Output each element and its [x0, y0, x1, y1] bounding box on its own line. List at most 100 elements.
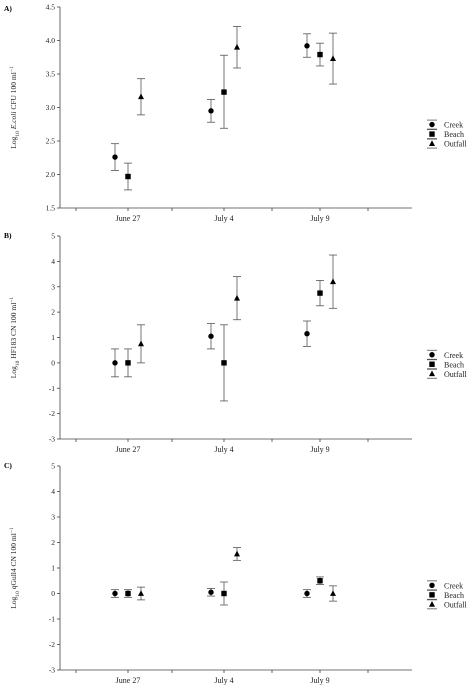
panel-label: B)	[4, 231, 12, 240]
y-tick-label: -2	[49, 640, 55, 649]
x-tick-label: June 27	[116, 676, 141, 685]
y-tick-label: 2.0	[46, 170, 56, 179]
y-tick-label: 4	[51, 257, 55, 266]
data-point-outfall	[138, 340, 144, 347]
data-point-beach	[221, 590, 227, 597]
y-tick-label: 3.0	[46, 103, 56, 112]
data-point-creek	[304, 590, 310, 597]
data-point-creek	[112, 590, 118, 597]
legend-label: Outfall	[444, 370, 467, 379]
data-point-beach	[317, 51, 323, 58]
data-point-creek	[208, 108, 214, 114]
y-label-sub: 10	[15, 360, 21, 366]
data-point-creek	[112, 154, 118, 160]
x-tick-label: June 27	[116, 445, 141, 454]
y-label-sup: −1	[9, 527, 15, 533]
y-label-italic: E.coli	[9, 112, 18, 131]
panel-label: C)	[4, 461, 12, 470]
y-tick-label: 3.5	[46, 70, 56, 79]
y-tick-label: 4	[51, 487, 55, 496]
data-point-beach	[125, 590, 131, 597]
y-axis-label: Log10 HF183 CN 100 ml−1	[9, 297, 21, 379]
y-label-sub: 10	[15, 131, 21, 137]
y-label-sup: −1	[9, 66, 15, 72]
x-tick-label: July 9	[310, 445, 329, 454]
y-tick-label: -3	[49, 435, 55, 444]
x-tick-label: July 4	[214, 676, 233, 685]
y-axis-label: Log10 E.coli CFU 100 ml−1	[9, 66, 21, 149]
panel-label: A)	[4, 4, 12, 13]
legend-marker-creek	[429, 121, 435, 128]
y-tick-label: -2	[49, 409, 55, 418]
data-point-creek	[304, 330, 310, 337]
y-tick-label: 0	[51, 589, 55, 598]
data-point-outfall	[234, 550, 240, 557]
y-tick-label: 3	[51, 513, 55, 522]
data-point-outfall	[234, 294, 240, 301]
legend-label: Beach	[444, 130, 464, 139]
legend-label: Creek	[444, 581, 463, 590]
chart-panel: A) 1.5 2.0 2.5 3.0 3.5 4.0 4.5 June 27 July 4 July…	[4, 3, 467, 224]
y-tick-label: -1	[49, 384, 55, 393]
legend-label: Creek	[444, 351, 463, 360]
data-point-beach	[221, 89, 227, 95]
legend-marker-outfall	[429, 140, 435, 146]
y-tick-label: 2	[51, 308, 55, 317]
data-point-outfall	[138, 93, 144, 100]
legend-marker-outfall	[429, 370, 435, 377]
data-point-outfall	[330, 55, 336, 61]
chart-panel: C) -3 -2 -1 0 1 2 3 4 5 June 27 July 4 July 9 Log10 q…	[4, 461, 467, 685]
data-point-beach	[221, 360, 227, 366]
y-tick-label: -3	[49, 666, 55, 675]
data-point-creek	[208, 589, 214, 595]
y-tick-label: 5	[51, 462, 55, 471]
y-label-part: CFU 100 ml	[9, 72, 18, 111]
legend-label: Outfall	[444, 600, 467, 609]
y-label-part: Log	[9, 596, 18, 608]
y-tick-label: 1.5	[46, 204, 56, 213]
data-point-beach	[317, 290, 323, 296]
data-point-creek	[304, 43, 310, 49]
x-tick-label: July 4	[214, 445, 233, 454]
legend-marker-beach	[429, 592, 435, 598]
data-point-creek	[208, 333, 214, 339]
y-tick-label: 4.0	[46, 36, 56, 45]
y-tick-label: 1	[51, 333, 55, 342]
legend-marker-beach	[429, 361, 435, 367]
y-tick-label: 2.5	[46, 137, 56, 146]
y-tick-label: 4.5	[46, 3, 56, 12]
legend-marker-outfall	[429, 601, 435, 607]
data-point-beach	[125, 360, 131, 366]
data-point-outfall	[330, 590, 336, 596]
y-label-sub: 10	[15, 591, 21, 597]
data-point-creek	[112, 360, 118, 366]
y-tick-label: 5	[51, 232, 55, 241]
x-tick-label: July 9	[310, 214, 329, 223]
y-tick-label: 1	[51, 564, 55, 573]
y-label-part: qGull4 CN 100 ml	[9, 533, 18, 589]
y-label-sup: −1	[9, 297, 15, 303]
data-point-beach	[125, 173, 131, 180]
x-tick-label: July 4	[214, 214, 233, 223]
y-tick-label: -1	[49, 615, 55, 624]
chart-panel: B) -3 -2 -1 0 1 2 3 4 5 June 27 July 4 July 9 Log10 H…	[4, 231, 467, 454]
data-point-outfall	[330, 278, 336, 285]
data-point-outfall	[138, 590, 144, 596]
x-tick-label: July 9	[310, 676, 329, 685]
y-tick-label: 2	[51, 538, 55, 547]
legend-label: Creek	[444, 121, 463, 130]
y-axis-label: Log10 qGull4 CN 100 ml−1	[9, 527, 21, 609]
legend-marker-creek	[429, 582, 435, 589]
y-label-part: Log	[9, 366, 18, 378]
legend-marker-beach	[429, 131, 435, 137]
legend-label: Beach	[444, 360, 464, 369]
y-tick-label: 0	[51, 358, 55, 367]
y-tick-label: 3	[51, 282, 55, 291]
legend-label: Outfall	[444, 140, 467, 149]
legend-label: Beach	[444, 591, 464, 600]
y-label-part: HF183 CN 100 ml	[9, 303, 18, 359]
data-point-beach	[317, 578, 323, 584]
y-label-part: Log	[9, 136, 18, 148]
x-tick-label: June 27	[116, 214, 141, 223]
